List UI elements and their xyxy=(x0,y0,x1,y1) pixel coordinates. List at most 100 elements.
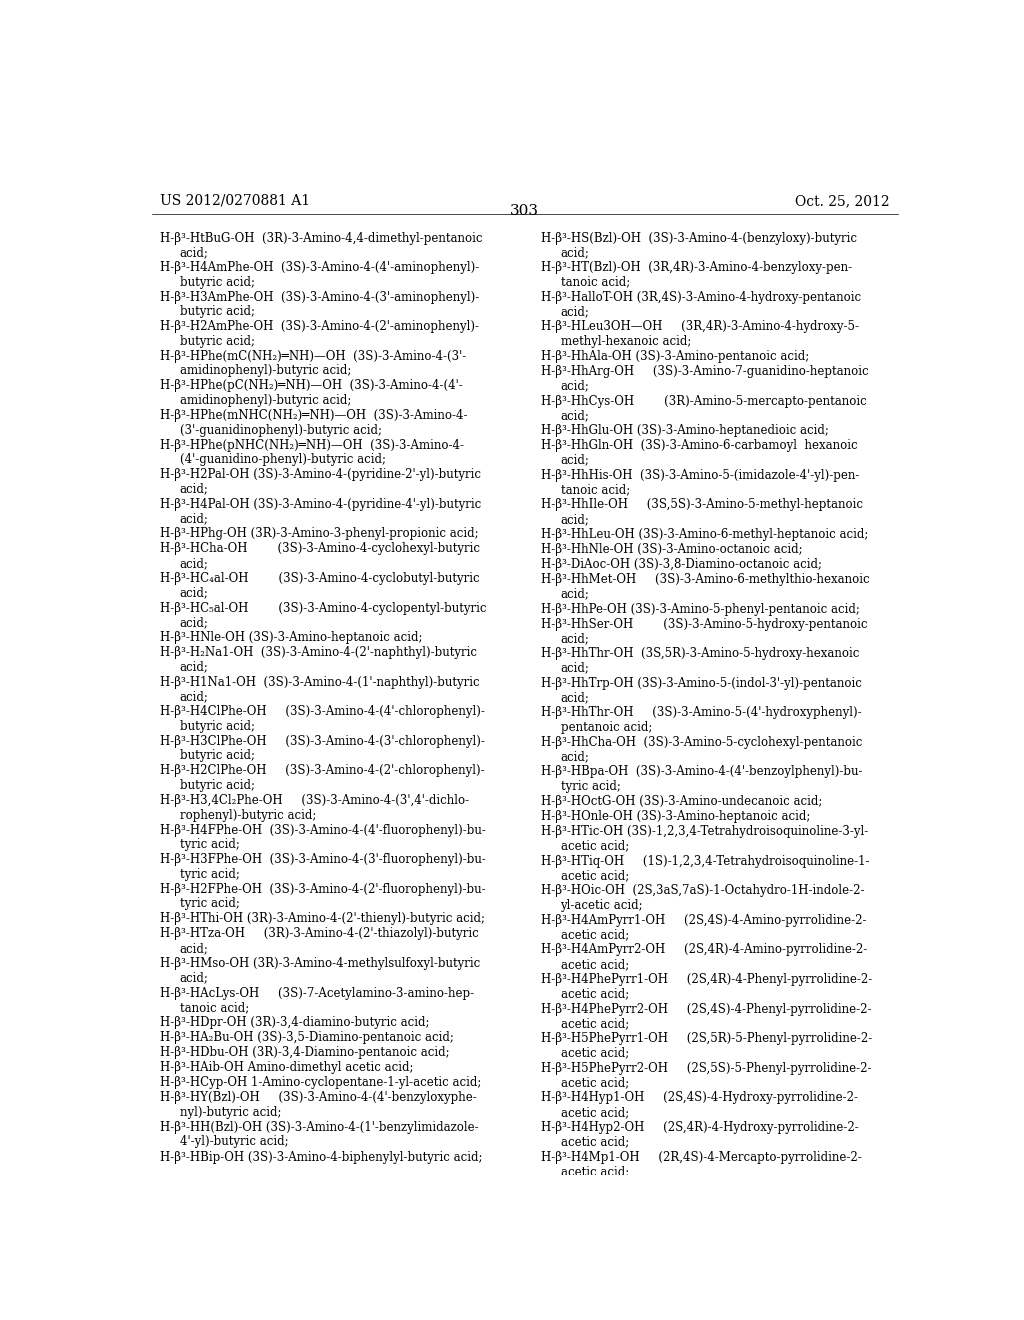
Text: butyric acid;: butyric acid; xyxy=(179,276,255,289)
Text: H-β³-HhIle-OH     (3S,5S)-3-Amino-5-methyl-heptanoic: H-β³-HhIle-OH (3S,5S)-3-Amino-5-methyl-h… xyxy=(541,498,862,511)
Text: H-β³-H3AmPhe-OH  (3S)-3-Amino-4-(3'-aminophenyl)-: H-β³-H3AmPhe-OH (3S)-3-Amino-4-(3'-amino… xyxy=(160,290,479,304)
Text: nyl)-butyric acid;: nyl)-butyric acid; xyxy=(179,1106,281,1119)
Text: acetic acid;: acetic acid; xyxy=(560,958,629,972)
Text: H-β³-H₂Na1-OH  (3S)-3-Amino-4-(2'-naphthyl)-butyric: H-β³-H₂Na1-OH (3S)-3-Amino-4-(2'-naphthy… xyxy=(160,647,477,659)
Text: H-β³-HPhe(mNHC(NH₂)═NH)—OH  (3S)-3-Amino-4-: H-β³-HPhe(mNHC(NH₂)═NH)—OH (3S)-3-Amino-… xyxy=(160,409,467,422)
Text: acetic acid;: acetic acid; xyxy=(560,1166,629,1177)
Text: H-β³-HhNle-OH (3S)-3-Amino-octanoic acid;: H-β³-HhNle-OH (3S)-3-Amino-octanoic acid… xyxy=(541,543,802,556)
Text: acid;: acid; xyxy=(560,454,590,467)
Text: H-β³-HhGln-OH  (3S)-3-Amino-6-carbamoyl  hexanoic: H-β³-HhGln-OH (3S)-3-Amino-6-carbamoyl h… xyxy=(541,440,857,453)
Text: H-β³-H2ClPhe-OH     (3S)-3-Amino-4-(2'-chlorophenyl)-: H-β³-H2ClPhe-OH (3S)-3-Amino-4-(2'-chlor… xyxy=(160,764,484,777)
Text: H-β³-HhGlu-OH (3S)-3-Amino-heptanedioic acid;: H-β³-HhGlu-OH (3S)-3-Amino-heptanedioic … xyxy=(541,424,828,437)
Text: H-β³-HOic-OH  (2S,3aS,7aS)-1-Octahydro-1H-indole-2-: H-β³-HOic-OH (2S,3aS,7aS)-1-Octahydro-1H… xyxy=(541,884,864,898)
Text: H-β³-HalloT-OH (3R,4S)-3-Amino-4-hydroxy-pentanoic: H-β³-HalloT-OH (3R,4S)-3-Amino-4-hydroxy… xyxy=(541,290,861,304)
Text: acetic acid;: acetic acid; xyxy=(560,987,629,1001)
Text: H-β³-H3ClPhe-OH     (3S)-3-Amino-4-(3'-chlorophenyl)-: H-β³-H3ClPhe-OH (3S)-3-Amino-4-(3'-chlor… xyxy=(160,735,484,748)
Text: H-β³-HAib-OH Amino-dimethyl acetic acid;: H-β³-HAib-OH Amino-dimethyl acetic acid; xyxy=(160,1061,414,1074)
Text: H-β³-HPhg-OH (3R)-3-Amino-3-phenyl-propionic acid;: H-β³-HPhg-OH (3R)-3-Amino-3-phenyl-propi… xyxy=(160,528,478,540)
Text: H-β³-HBip-OH (3S)-3-Amino-4-biphenylyl-butyric acid;: H-β³-HBip-OH (3S)-3-Amino-4-biphenylyl-b… xyxy=(160,1151,482,1163)
Text: tyric acid;: tyric acid; xyxy=(560,780,621,793)
Text: H-β³-HLeu3OH—OH     (3R,4R)-3-Amino-4-hydroxy-5-: H-β³-HLeu3OH—OH (3R,4R)-3-Amino-4-hydrox… xyxy=(541,321,859,334)
Text: H-β³-HhCha-OH  (3S)-3-Amino-5-cyclohexyl-pentanoic: H-β³-HhCha-OH (3S)-3-Amino-5-cyclohexyl-… xyxy=(541,737,862,748)
Text: H-β³-HTza-OH     (3R)-3-Amino-4-(2'-thiazolyl)-butyric: H-β³-HTza-OH (3R)-3-Amino-4-(2'-thiazoly… xyxy=(160,928,478,940)
Text: acid;: acid; xyxy=(179,557,209,570)
Text: acid;: acid; xyxy=(560,692,590,705)
Text: acid;: acid; xyxy=(179,512,209,525)
Text: H-β³-HNle-OH (3S)-3-Amino-heptanoic acid;: H-β³-HNle-OH (3S)-3-Amino-heptanoic acid… xyxy=(160,631,422,644)
Text: acid;: acid; xyxy=(179,972,209,985)
Text: amidinophenyl)-butyric acid;: amidinophenyl)-butyric acid; xyxy=(179,393,351,407)
Text: H-β³-HY(Bzl)-OH     (3S)-3-Amino-4-(4'-benzyloxyphe-: H-β³-HY(Bzl)-OH (3S)-3-Amino-4-(4'-benzy… xyxy=(160,1092,476,1105)
Text: acid;: acid; xyxy=(560,409,590,422)
Text: tanoic acid;: tanoic acid; xyxy=(560,483,630,496)
Text: H-β³-H4AmPyrr2-OH     (2S,4R)-4-Amino-pyrrolidine-2-: H-β³-H4AmPyrr2-OH (2S,4R)-4-Amino-pyrrol… xyxy=(541,944,867,957)
Text: acid;: acid; xyxy=(179,690,209,704)
Text: acetic acid;: acetic acid; xyxy=(560,870,629,882)
Text: H-β³-HPhe(pNHC(NH₂)═NH)—OH  (3S)-3-Amino-4-: H-β³-HPhe(pNHC(NH₂)═NH)—OH (3S)-3-Amino-… xyxy=(160,438,464,451)
Text: acid;: acid; xyxy=(560,661,590,675)
Text: H-β³-HMso-OH (3R)-3-Amino-4-methylsulfoxyl-butyric: H-β³-HMso-OH (3R)-3-Amino-4-methylsulfox… xyxy=(160,957,480,970)
Text: H-β³-H4Hyp2-OH     (2S,4R)-4-Hydroxy-pyrrolidine-2-: H-β³-H4Hyp2-OH (2S,4R)-4-Hydroxy-pyrroli… xyxy=(541,1121,858,1134)
Text: butyric acid;: butyric acid; xyxy=(179,750,255,763)
Text: tyric acid;: tyric acid; xyxy=(179,867,240,880)
Text: butyric acid;: butyric acid; xyxy=(179,779,255,792)
Text: acetic acid;: acetic acid; xyxy=(560,840,629,853)
Text: H-β³-HA₂Bu-OH (3S)-3,5-Diamino-pentanoic acid;: H-β³-HA₂Bu-OH (3S)-3,5-Diamino-pentanoic… xyxy=(160,1031,454,1044)
Text: acetic acid;: acetic acid; xyxy=(560,1076,629,1089)
Text: H-β³-H3,4Cl₂Phe-OH     (3S)-3-Amino-4-(3',4'-dichlo-: H-β³-H3,4Cl₂Phe-OH (3S)-3-Amino-4-(3',4'… xyxy=(160,795,469,807)
Text: H-β³-HhAla-OH (3S)-3-Amino-pentanoic acid;: H-β³-HhAla-OH (3S)-3-Amino-pentanoic aci… xyxy=(541,350,809,363)
Text: H-β³-HOctG-OH (3S)-3-Amino-undecanoic acid;: H-β³-HOctG-OH (3S)-3-Amino-undecanoic ac… xyxy=(541,795,822,808)
Text: H-β³-HhTrp-OH (3S)-3-Amino-5-(indol-3'-yl)-pentanoic: H-β³-HhTrp-OH (3S)-3-Amino-5-(indol-3'-y… xyxy=(541,677,861,690)
Text: H-β³-HBpa-OH  (3S)-3-Amino-4-(4'-benzoylphenyl)-bu-: H-β³-HBpa-OH (3S)-3-Amino-4-(4'-benzoylp… xyxy=(541,766,862,779)
Text: 4'-yl)-butyric acid;: 4'-yl)-butyric acid; xyxy=(179,1135,288,1148)
Text: Oct. 25, 2012: Oct. 25, 2012 xyxy=(796,194,890,209)
Text: H-β³-H4Pal-OH (3S)-3-Amino-4-(pyridine-4'-yl)-butyric: H-β³-H4Pal-OH (3S)-3-Amino-4-(pyridine-4… xyxy=(160,498,481,511)
Text: US 2012/0270881 A1: US 2012/0270881 A1 xyxy=(160,194,310,209)
Text: acetic acid;: acetic acid; xyxy=(560,1047,629,1060)
Text: yl-acetic acid;: yl-acetic acid; xyxy=(560,899,643,912)
Text: H-β³-HC₄al-OH        (3S)-3-Amino-4-cyclobutyl-butyric: H-β³-HC₄al-OH (3S)-3-Amino-4-cyclobutyl-… xyxy=(160,572,479,585)
Text: H-β³-H4ClPhe-OH     (3S)-3-Amino-4-(4'-chlorophenyl)-: H-β³-H4ClPhe-OH (3S)-3-Amino-4-(4'-chlor… xyxy=(160,705,484,718)
Text: (4'-guanidino-phenyl)-butyric acid;: (4'-guanidino-phenyl)-butyric acid; xyxy=(179,453,386,466)
Text: H-β³-HhHis-OH  (3S)-3-Amino-5-(imidazole-4'-yl)-pen-: H-β³-HhHis-OH (3S)-3-Amino-5-(imidazole-… xyxy=(541,469,859,482)
Text: H-β³-H4FPhe-OH  (3S)-3-Amino-4-(4'-fluorophenyl)-bu-: H-β³-H4FPhe-OH (3S)-3-Amino-4-(4'-fluoro… xyxy=(160,824,485,837)
Text: H-β³-HT(Bzl)-OH  (3R,4R)-3-Amino-4-benzyloxy-pen-: H-β³-HT(Bzl)-OH (3R,4R)-3-Amino-4-benzyl… xyxy=(541,261,852,275)
Text: H-β³-HC₅al-OH        (3S)-3-Amino-4-cyclopentyl-butyric: H-β³-HC₅al-OH (3S)-3-Amino-4-cyclopentyl… xyxy=(160,602,486,615)
Text: 303: 303 xyxy=(510,205,540,218)
Text: acid;: acid; xyxy=(560,379,590,392)
Text: H-β³-HhSer-OH        (3S)-3-Amino-5-hydroxy-pentanoic: H-β³-HhSer-OH (3S)-3-Amino-5-hydroxy-pen… xyxy=(541,618,867,631)
Text: H-β³-HhLeu-OH (3S)-3-Amino-6-methyl-heptanoic acid;: H-β³-HhLeu-OH (3S)-3-Amino-6-methyl-hept… xyxy=(541,528,868,541)
Text: H-β³-HhThr-OH  (3S,5R)-3-Amino-5-hydroxy-hexanoic: H-β³-HhThr-OH (3S,5R)-3-Amino-5-hydroxy-… xyxy=(541,647,859,660)
Text: H-β³-HDbu-OH (3R)-3,4-Diamino-pentanoic acid;: H-β³-HDbu-OH (3R)-3,4-Diamino-pentanoic … xyxy=(160,1047,450,1059)
Text: butyric acid;: butyric acid; xyxy=(179,305,255,318)
Text: H-β³-HCyp-OH 1-Amino-cyclopentane-1-yl-acetic acid;: H-β³-HCyp-OH 1-Amino-cyclopentane-1-yl-a… xyxy=(160,1076,481,1089)
Text: methyl-hexanoic acid;: methyl-hexanoic acid; xyxy=(560,335,691,348)
Text: rophenyl)-butyric acid;: rophenyl)-butyric acid; xyxy=(179,809,316,821)
Text: H-β³-HhMet-OH     (3S)-3-Amino-6-methylthio-hexanoic: H-β³-HhMet-OH (3S)-3-Amino-6-methylthio-… xyxy=(541,573,869,586)
Text: pentanoic acid;: pentanoic acid; xyxy=(560,721,652,734)
Text: tanoic acid;: tanoic acid; xyxy=(179,1001,249,1014)
Text: acid;: acid; xyxy=(179,942,209,954)
Text: acid;: acid; xyxy=(179,246,209,259)
Text: H-β³-HPhe(mC(NH₂)═NH)—OH  (3S)-3-Amino-4-(3'-: H-β³-HPhe(mC(NH₂)═NH)—OH (3S)-3-Amino-4-… xyxy=(160,350,466,363)
Text: H-β³-HtBuG-OH  (3R)-3-Amino-4,4-dimethyl-pentanoic: H-β³-HtBuG-OH (3R)-3-Amino-4,4-dimethyl-… xyxy=(160,231,482,244)
Text: H-β³-HhCys-OH        (3R)-Amino-5-mercapto-pentanoic: H-β³-HhCys-OH (3R)-Amino-5-mercapto-pent… xyxy=(541,395,866,408)
Text: H-β³-HS(Bzl)-OH  (3S)-3-Amino-4-(benzyloxy)-butyric: H-β³-HS(Bzl)-OH (3S)-3-Amino-4-(benzylox… xyxy=(541,231,857,244)
Text: acetic acid;: acetic acid; xyxy=(560,928,629,941)
Text: amidinophenyl)-butyric acid;: amidinophenyl)-butyric acid; xyxy=(179,364,351,378)
Text: H-β³-H3FPhe-OH  (3S)-3-Amino-4-(3'-fluorophenyl)-bu-: H-β³-H3FPhe-OH (3S)-3-Amino-4-(3'-fluoro… xyxy=(160,853,485,866)
Text: H-β³-HCha-OH        (3S)-3-Amino-4-cyclohexyl-butyric: H-β³-HCha-OH (3S)-3-Amino-4-cyclohexyl-b… xyxy=(160,543,479,556)
Text: H-β³-HhPe-OH (3S)-3-Amino-5-phenyl-pentanoic acid;: H-β³-HhPe-OH (3S)-3-Amino-5-phenyl-penta… xyxy=(541,602,859,615)
Text: acid;: acid; xyxy=(560,632,590,645)
Text: H-β³-DiAoc-OH (3S)-3,8-Diamino-octanoic acid;: H-β³-DiAoc-OH (3S)-3,8-Diamino-octanoic … xyxy=(541,558,821,572)
Text: H-β³-H5PhePyrr2-OH     (2S,5S)-5-Phenyl-pyrrolidine-2-: H-β³-H5PhePyrr2-OH (2S,5S)-5-Phenyl-pyrr… xyxy=(541,1061,871,1074)
Text: H-β³-HPhe(pC(NH₂)═NH)—OH  (3S)-3-Amino-4-(4'-: H-β³-HPhe(pC(NH₂)═NH)—OH (3S)-3-Amino-4-… xyxy=(160,379,463,392)
Text: H-β³-H4PhePyrr1-OH     (2S,4R)-4-Phenyl-pyrrolidine-2-: H-β³-H4PhePyrr1-OH (2S,4R)-4-Phenyl-pyrr… xyxy=(541,973,871,986)
Text: acid;: acid; xyxy=(560,305,590,318)
Text: H-β³-HOnle-OH (3S)-3-Amino-heptanoic acid;: H-β³-HOnle-OH (3S)-3-Amino-heptanoic aci… xyxy=(541,810,810,824)
Text: acid;: acid; xyxy=(179,661,209,673)
Text: H-β³-HTiq-OH     (1S)-1,2,3,4-Tetrahydroisoquinoline-1-: H-β³-HTiq-OH (1S)-1,2,3,4-Tetrahydroisoq… xyxy=(541,855,869,867)
Text: H-β³-HTic-OH (3S)-1,2,3,4-Tetrahydroisoquinoline-3-yl-: H-β³-HTic-OH (3S)-1,2,3,4-Tetrahydroisoq… xyxy=(541,825,868,838)
Text: H-β³-H2FPhe-OH  (3S)-3-Amino-4-(2'-fluorophenyl)-bu-: H-β³-H2FPhe-OH (3S)-3-Amino-4-(2'-fluoro… xyxy=(160,883,485,896)
Text: H-β³-H4AmPhe-OH  (3S)-3-Amino-4-(4'-aminophenyl)-: H-β³-H4AmPhe-OH (3S)-3-Amino-4-(4'-amino… xyxy=(160,261,479,275)
